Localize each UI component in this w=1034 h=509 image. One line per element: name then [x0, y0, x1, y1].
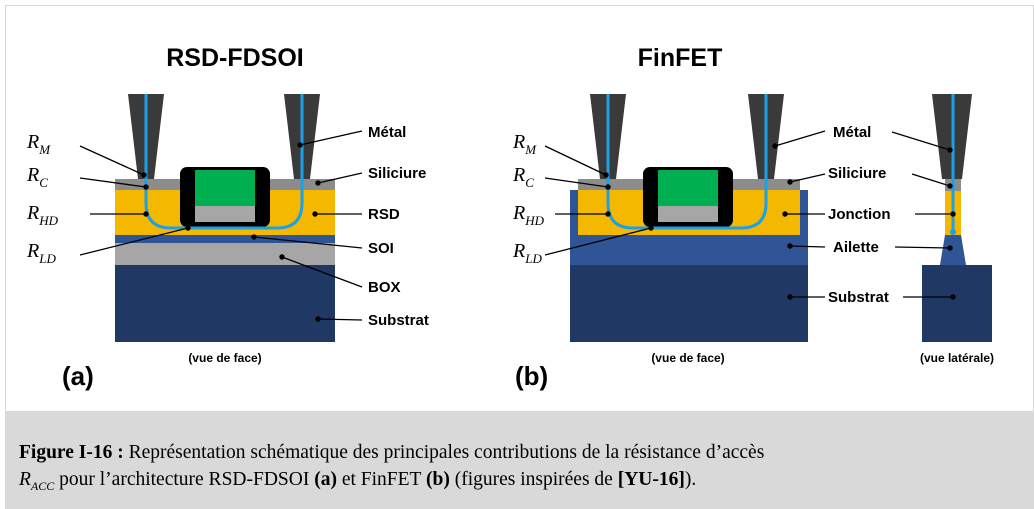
label-silicide: Siliciure [368, 165, 426, 182]
finfet-gate-oxide [658, 206, 718, 222]
finfet-leader-fin-a [787, 243, 826, 249]
label-metal: Métal [368, 124, 406, 141]
finfet-leader-metal-b [891, 131, 953, 153]
caption-citation: [YU-16] [617, 469, 685, 490]
finfet-title: FinFET [638, 44, 723, 72]
caption-text-2: pour l’architecture RSD-FDSOI [54, 469, 315, 490]
view-label-front-b: (vue de face) [651, 351, 724, 365]
finfet-leader-metal-a [772, 130, 826, 149]
caption-text-3: et FinFET [336, 469, 426, 490]
side-substrate [922, 265, 992, 342]
caption-text-5: ). [684, 469, 697, 490]
side-fin [940, 235, 966, 265]
finfet-leader-rld [544, 225, 654, 256]
label-rhd: RHD [26, 202, 59, 228]
gate-electrode [195, 170, 255, 206]
finfet-label-substrate: Substrat [828, 289, 889, 306]
caption-text-4: (figures inspirées de [449, 469, 618, 490]
silicide-left [115, 179, 184, 190]
view-label-side: (vue latérale) [920, 351, 994, 365]
leader-soi [251, 234, 363, 249]
label-substrate: Substrat [368, 312, 429, 329]
diagram-canvas: RSD-FDSOI Métal Siliciure RSD SOI BOX [26, 44, 994, 391]
leader-silicide [315, 172, 363, 186]
substrate-layer [115, 265, 335, 342]
finfet-diagram: FinFET Métal Siliciure Joncti [512, 44, 994, 391]
leader-rc [79, 177, 149, 190]
finfet-label-rm: RM [512, 131, 537, 157]
finfet-label-fin: Ailette [833, 239, 879, 256]
label-rc: RC [26, 164, 48, 190]
view-label-front-a: (vue de face) [188, 351, 261, 365]
finfet-leader-silicide-a [787, 173, 826, 185]
finfet-leader-fin-b [894, 245, 953, 251]
finfet-gate-electrode [658, 170, 718, 206]
caption-ref-b: (b) [426, 469, 450, 490]
finfet-leader-rc [544, 177, 611, 190]
leader-rld [79, 225, 191, 256]
leader-rm [79, 145, 147, 178]
finfet-leader-silicide-b [911, 173, 953, 189]
panel-label-b: (b) [515, 361, 548, 391]
finfet-label-rld: RLD [512, 240, 542, 266]
finfet-label-rhd: RHD [512, 202, 545, 228]
label-rsd: RSD [368, 206, 400, 223]
finfet-label-metal: Métal [833, 124, 871, 141]
finfet-leader-rm [544, 145, 609, 178]
panel-label-a: (a) [62, 361, 94, 391]
gate-oxide [195, 206, 255, 222]
label-box: BOX [368, 279, 401, 296]
leader-box [279, 254, 363, 288]
finfet-label-junction: Jonction [828, 206, 891, 223]
finfet-substrate [570, 265, 808, 342]
label-soi: SOI [368, 240, 394, 257]
finfet-label-silicide: Siliciure [828, 165, 886, 182]
box-layer [115, 243, 335, 265]
finfet-label-rc: RC [512, 164, 534, 190]
figure-label: Figure I-16 : [19, 442, 124, 463]
leader-substrate [315, 316, 363, 322]
rsd-fdsoi-title: RSD-FDSOI [166, 44, 304, 72]
figure-caption: Figure I-16 : Représentation schématique… [5, 411, 1034, 509]
finfet-silicide-left [578, 179, 650, 190]
label-rm: RM [26, 131, 51, 157]
caption-ref-a: (a) [314, 469, 337, 490]
side-path-end [950, 229, 956, 235]
caption-text-1: Représentation schématique des principal… [123, 442, 765, 463]
rsd-fdsoi-diagram: RSD-FDSOI Métal Siliciure RSD SOI BOX [26, 44, 429, 391]
leader-metal [297, 130, 363, 148]
soi-layer [115, 235, 335, 243]
label-rld: RLD [26, 240, 56, 266]
racc-symbol: RACC [19, 469, 55, 493]
